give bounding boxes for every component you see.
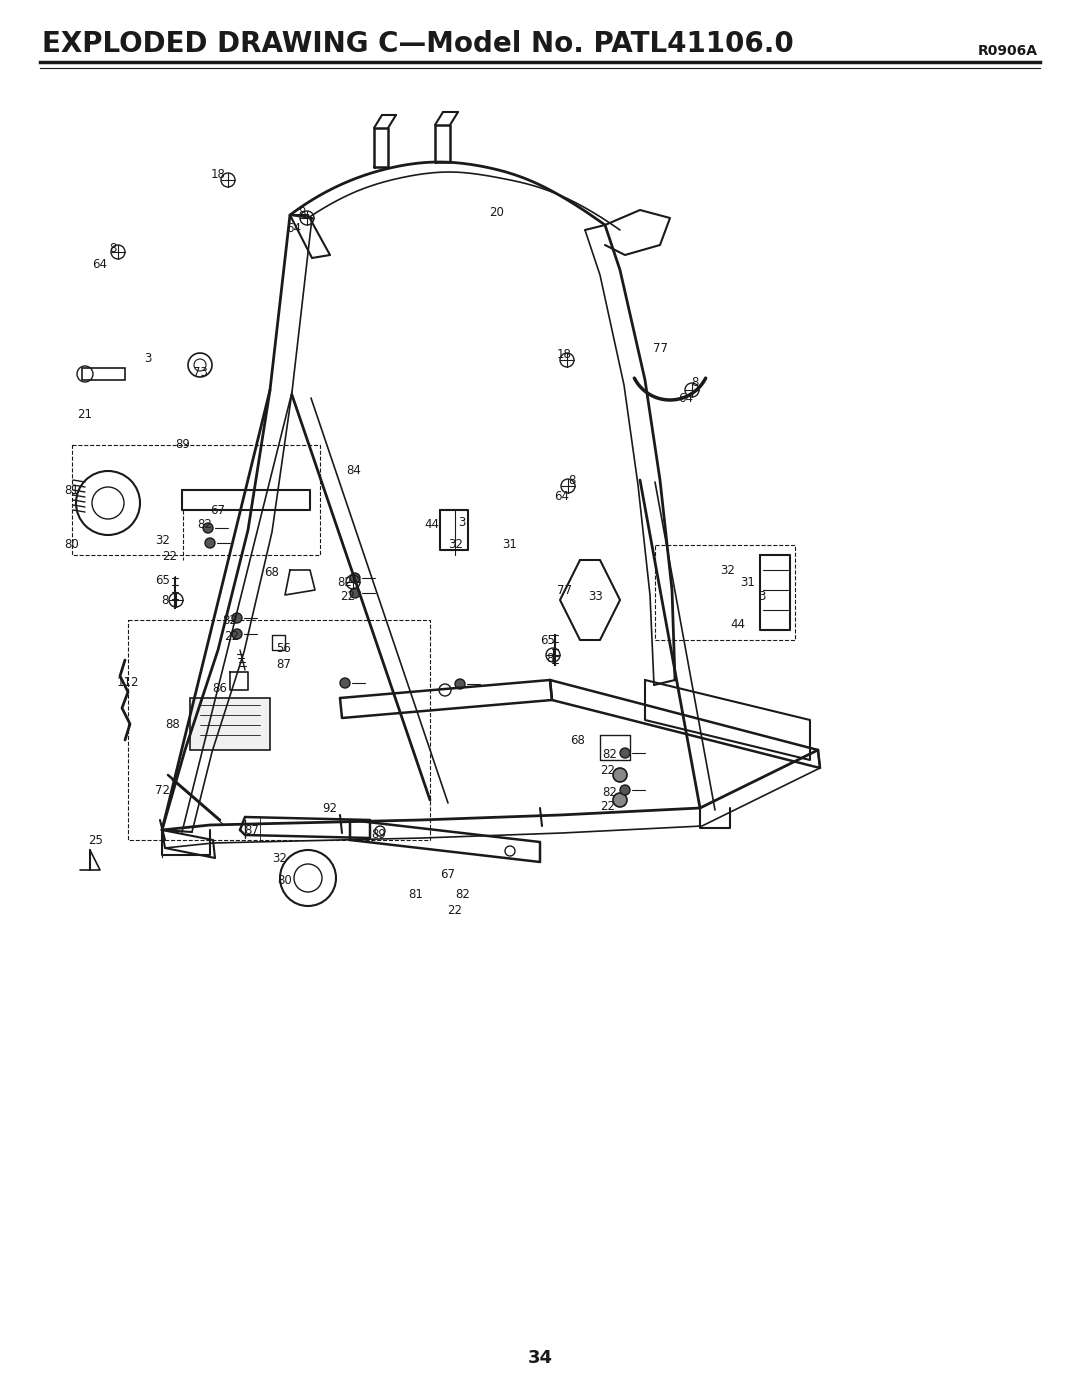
Bar [82, 367, 125, 380]
Circle shape [620, 747, 630, 759]
Text: 64: 64 [678, 391, 693, 405]
Text: 8: 8 [691, 377, 699, 390]
Circle shape [350, 573, 360, 583]
Text: 21: 21 [78, 408, 93, 422]
Circle shape [205, 538, 215, 548]
Text: 65: 65 [156, 574, 171, 587]
Text: 73: 73 [192, 366, 207, 379]
Text: 18: 18 [556, 348, 571, 362]
Text: 8: 8 [546, 651, 554, 665]
Text: 68: 68 [570, 733, 585, 746]
Text: 89: 89 [176, 439, 190, 451]
Text: 65: 65 [541, 633, 555, 647]
Text: 82: 82 [603, 785, 618, 799]
Text: 82: 82 [603, 749, 618, 761]
Text: 22: 22 [600, 764, 616, 777]
Text: 64: 64 [93, 257, 108, 271]
Text: 8: 8 [109, 242, 117, 254]
Text: 34: 34 [527, 1350, 553, 1368]
Text: 56: 56 [276, 641, 292, 655]
Circle shape [613, 793, 627, 807]
Text: 22: 22 [600, 800, 616, 813]
Text: 64: 64 [554, 489, 569, 503]
Text: 32: 32 [720, 563, 735, 577]
Text: 8: 8 [161, 594, 168, 606]
Text: 82: 82 [198, 518, 213, 531]
Text: 80: 80 [65, 538, 79, 552]
Text: 80: 80 [278, 873, 293, 887]
Text: 81: 81 [65, 483, 80, 496]
Text: 77: 77 [652, 341, 667, 355]
Bar [72, 446, 320, 555]
Text: 67: 67 [211, 503, 226, 517]
Text: 82: 82 [222, 613, 238, 626]
Text: 8: 8 [568, 474, 576, 486]
Text: 89: 89 [372, 828, 387, 841]
Text: 33: 33 [589, 590, 604, 602]
Text: 86: 86 [213, 682, 228, 694]
Text: EXPLODED DRAWING C—Model No. PATL41106.0: EXPLODED DRAWING C—Model No. PATL41106.0 [42, 29, 794, 59]
Circle shape [455, 679, 465, 689]
Text: 81: 81 [408, 887, 423, 901]
Text: 22: 22 [340, 591, 355, 604]
Text: 44: 44 [424, 518, 440, 531]
Text: R0906A: R0906A [978, 43, 1038, 59]
Text: 72: 72 [156, 784, 171, 796]
Text: 3: 3 [145, 352, 151, 365]
Text: 25: 25 [89, 834, 104, 847]
Text: 32: 32 [448, 538, 463, 552]
Text: 84: 84 [347, 464, 362, 476]
Text: 8: 8 [298, 207, 306, 219]
Text: 82: 82 [456, 887, 471, 901]
Text: 3: 3 [458, 515, 465, 528]
Bar [190, 698, 270, 750]
Text: 92: 92 [323, 802, 337, 814]
Text: 64: 64 [286, 222, 301, 235]
Text: 68: 68 [265, 567, 280, 580]
Bar [654, 545, 795, 640]
Text: 32: 32 [156, 534, 171, 546]
Text: 31: 31 [502, 538, 517, 552]
Text: 44: 44 [730, 617, 745, 630]
Circle shape [232, 629, 242, 638]
Text: 22: 22 [447, 904, 462, 916]
Circle shape [620, 785, 630, 795]
Text: 87: 87 [276, 658, 292, 671]
Circle shape [350, 588, 360, 598]
Text: 77: 77 [557, 584, 572, 597]
Text: 87: 87 [244, 823, 259, 837]
Text: 22: 22 [225, 630, 240, 643]
Text: 18: 18 [211, 169, 226, 182]
Circle shape [232, 613, 242, 623]
Circle shape [340, 678, 350, 687]
Text: 67: 67 [441, 869, 456, 882]
Circle shape [203, 522, 213, 534]
Text: 112: 112 [117, 676, 139, 689]
Bar [129, 620, 430, 840]
Circle shape [613, 768, 627, 782]
Text: 20: 20 [489, 207, 504, 219]
Text: 22: 22 [162, 549, 177, 563]
Text: 31: 31 [741, 577, 755, 590]
Text: 88: 88 [165, 718, 180, 731]
Text: 82: 82 [338, 576, 352, 588]
Text: 3: 3 [758, 590, 766, 602]
Text: 32: 32 [272, 852, 287, 865]
